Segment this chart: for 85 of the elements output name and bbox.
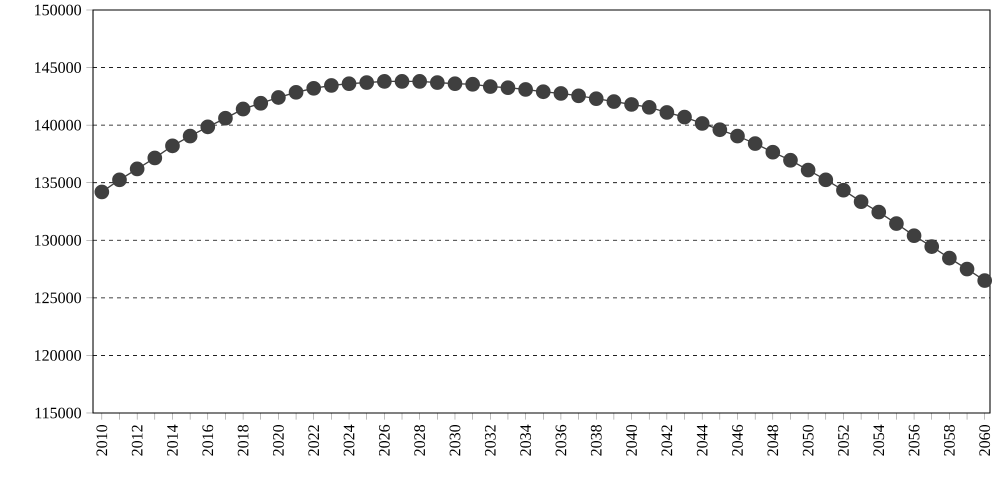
x-tick-label: 2054 [873,424,884,456]
y-tick-label: 130000 [35,234,82,246]
x-tick-label: 2030 [450,424,460,456]
point [324,78,339,93]
point [606,94,622,109]
point [730,128,745,144]
point [571,88,586,104]
point [394,74,410,89]
point [412,74,428,89]
point [112,172,127,188]
point [660,105,674,120]
y-tick-label: 150000 [35,4,82,16]
y-tick-label: 145000 [35,62,82,73]
x-tick-label: 2020 [273,424,284,456]
y-tick-label: 120000 [35,350,82,361]
point [677,110,692,124]
x-tick-label: 2042 [661,425,672,456]
x-tick-label: 2034 [520,424,531,456]
x-tick-label: 2052 [838,425,849,456]
x-tick-label: 2026 [378,424,390,456]
point [342,76,356,92]
x-tick-label: 2050 [802,424,814,456]
point [94,184,110,200]
x-tick-label: 2018 [238,424,248,456]
point [818,172,834,188]
point [253,96,268,111]
x-tick-label: 2032 [484,425,496,456]
point [130,162,144,176]
point [465,76,480,92]
x-tick-label: 2056 [908,424,920,456]
point [924,239,940,254]
point [588,91,604,106]
y-tick-label: 140000 [35,120,82,131]
x-tick-label: 2036 [556,424,566,456]
x-tick-label: 2022 [308,425,320,456]
x-tick-label: 2060 [979,424,990,456]
point [765,144,780,160]
x-tick-label: 2014 [167,424,178,456]
point [871,204,886,220]
point [288,84,304,100]
point [960,262,974,276]
point [359,75,374,90]
point [642,100,657,115]
x-tick-label: 2044 [696,424,708,456]
point [182,128,198,144]
point [200,120,216,134]
point [942,250,957,266]
point [854,194,868,210]
point [783,152,798,168]
point [236,102,250,116]
point [147,150,162,166]
x-tick-label: 2016 [202,424,214,456]
point [165,138,180,154]
x-tick-label: 2058 [944,424,955,456]
point [554,86,568,101]
point [836,182,851,198]
x-tick-label: 2024 [344,424,354,456]
point [306,80,322,96]
point [271,90,286,105]
x-tick-label: 2048 [767,424,778,456]
point [889,216,904,231]
x-tick-label: 2046 [732,424,743,456]
point [712,122,728,138]
x-tick-label: 2038 [590,424,602,456]
point [218,110,233,126]
x-tick-label: 2010 [96,424,108,456]
y-tick-label: 115000 [36,408,82,418]
point [500,80,516,96]
point [800,162,816,178]
point [748,136,762,151]
point [906,228,922,244]
point [518,82,533,97]
point [977,273,992,288]
y-tick-label: 135000 [35,177,82,188]
point [430,75,445,90]
x-tick-label: 2028 [414,424,426,456]
point [536,84,551,100]
point [482,79,498,94]
x-tick-label: 2012 [132,425,143,456]
point [624,97,639,112]
point [694,116,710,131]
x-tick-label: 2040 [626,424,637,456]
point [377,74,392,89]
y-tick-label: 125000 [35,292,82,304]
point [448,76,462,92]
